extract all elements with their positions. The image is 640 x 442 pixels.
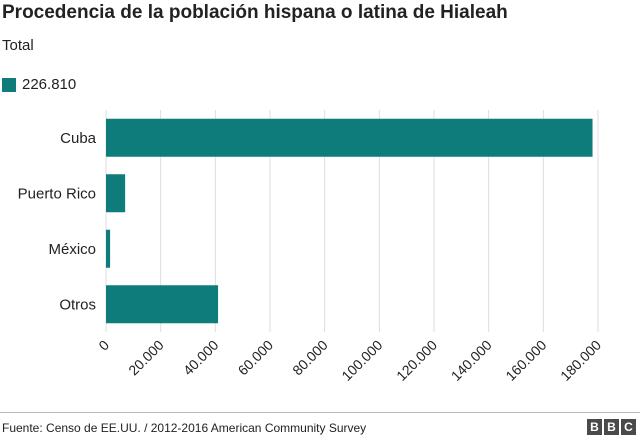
- bar-chart: Cuba Puerto Rico México Otros 0 20.000 40.000 6…: [18, 110, 604, 384]
- chart-subtitle: Total: [2, 37, 34, 54]
- source-note: Fuente: Censo de EE.UU. / 2012-2016 Amer…: [2, 421, 367, 435]
- x-tick-label: 160.000: [502, 337, 549, 384]
- category-label: Puerto Rico: [18, 185, 96, 202]
- bbc-logo-letter: B: [604, 419, 619, 435]
- x-tick-label: 140.000: [448, 337, 495, 384]
- x-tick-label: 100.000: [338, 337, 385, 384]
- category-label: México: [48, 241, 96, 258]
- x-tick-label: 60.000: [235, 337, 277, 379]
- legend-swatch: [2, 77, 16, 92]
- bbc-logo-letter: C: [621, 419, 636, 435]
- x-tick-label: 20.000: [125, 337, 167, 379]
- bar: [106, 118, 593, 157]
- legend: 226.810: [2, 76, 76, 93]
- x-tick-label: 120.000: [393, 337, 440, 384]
- bar: [106, 229, 111, 268]
- category-label: Cuba: [60, 130, 97, 147]
- footer: Fuente: Censo de EE.UU. / 2012-2016 Amer…: [0, 412, 640, 435]
- x-tick-label: 180.000: [557, 337, 604, 384]
- bar: [106, 174, 126, 213]
- bbc-logo-letter: B: [587, 419, 602, 435]
- x-tick-label: 40.000: [180, 337, 222, 379]
- bbc-logo: B B C: [585, 419, 636, 435]
- x-tick-label: 80.000: [289, 337, 331, 379]
- legend-label: 226.810: [22, 76, 77, 93]
- category-label: Otros: [59, 296, 96, 313]
- x-tick-label: 0: [95, 337, 112, 354]
- chart-title: Procedencia de la población hispana o la…: [2, 2, 508, 23]
- bar: [106, 285, 219, 324]
